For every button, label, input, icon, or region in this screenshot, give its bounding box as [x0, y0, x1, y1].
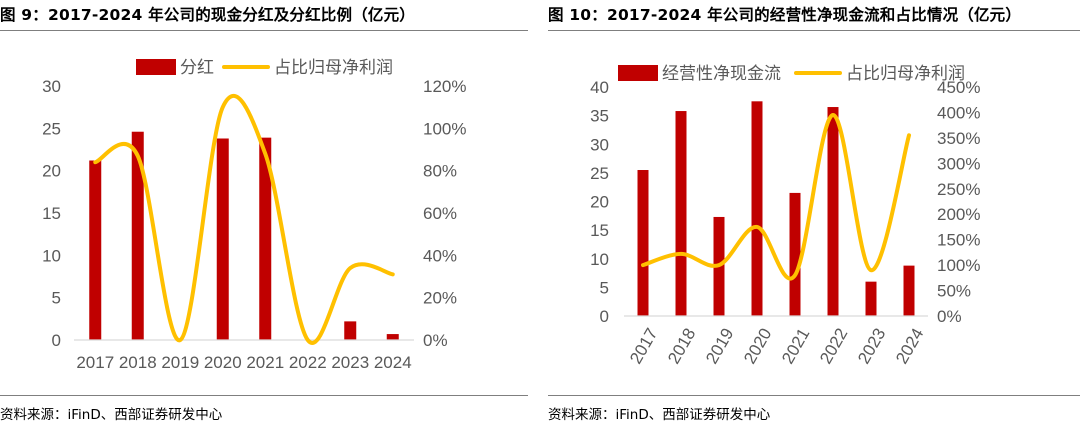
- legend-bar-swatch: [136, 59, 176, 75]
- bar: [637, 170, 649, 316]
- figure-title: 图 10：2017-2024 年公司的经营性净现金流和占比情况（亿元）: [548, 6, 1022, 24]
- x-tick-label: 2023: [331, 353, 369, 372]
- x-tick-label: 2024: [892, 325, 927, 367]
- y-left-tick-label: 20: [590, 193, 609, 212]
- x-tick-label: 2017: [626, 325, 661, 367]
- y-right-tick-label: 100%: [937, 256, 980, 275]
- bar: [865, 281, 877, 316]
- y-right-tick-label: 20%: [423, 289, 457, 308]
- operating-cashflow-chart: 05101520253035400%50%100%150%200%250%300…: [590, 64, 980, 367]
- source-note: 资料来源：iFinD、西部证券研发中心: [548, 407, 771, 423]
- x-tick-label: 2022: [289, 353, 327, 372]
- x-tick-label: 2020: [204, 353, 242, 372]
- x-tick-label: 2019: [161, 353, 199, 372]
- y-left-tick-label: 0: [600, 307, 609, 326]
- legend-bar-swatch: [618, 65, 658, 81]
- x-tick-label: 2020: [740, 325, 775, 367]
- y-right-tick-label: 300%: [937, 154, 980, 173]
- top-rule: [0, 30, 528, 31]
- y-left-tick-label: 10: [42, 246, 61, 265]
- figure-title: 图 9：2017-2024 年公司的现金分红及分红比例（亿元）: [0, 6, 415, 24]
- dividend-chart: 0 5 10 15 20 25 30 0% 20% 40% 60% 80% 100% 120% 2017 20…: [42, 58, 466, 372]
- y-left-tick-label: 15: [590, 221, 609, 240]
- y-left-tick-label: 25: [42, 119, 61, 138]
- legend-line-label: 占比归母净利润: [846, 64, 965, 83]
- x-tick-label: 2021: [246, 353, 284, 372]
- x-tick-label: 2018: [664, 325, 699, 367]
- y-right-tick-label: 100%: [423, 119, 466, 138]
- y-right-tick-label: 200%: [937, 205, 980, 224]
- y-left-tick-label: 30: [590, 135, 609, 154]
- x-tick-label: 2017: [76, 353, 114, 372]
- x-tick-label: 2021: [778, 325, 813, 367]
- bottom-rule: [548, 395, 1080, 396]
- bottom-rule: [0, 395, 528, 396]
- y-left-tick-label: 30: [42, 77, 61, 96]
- top-rule: [548, 30, 1080, 31]
- x-tick-label: 2019: [702, 325, 737, 367]
- bar: [386, 334, 399, 340]
- legend-bar-label: 分红: [180, 58, 214, 77]
- y-right-tick-label: 150%: [937, 231, 980, 250]
- y-right-tick-label: 0%: [423, 331, 448, 350]
- y-left-tick-label: 25: [590, 164, 609, 183]
- bar: [344, 321, 357, 340]
- figure-10-panel: 图 10：2017-2024 年公司的经营性净现金流和占比情况（亿元） 0 5 10…: [548, 0, 1080, 429]
- y-right-tick-label: 0%: [937, 307, 962, 326]
- bar: [903, 265, 915, 316]
- y-right-tick-label: 60%: [423, 204, 457, 223]
- y-left-tick-label: 10: [590, 250, 609, 269]
- y-left-tick-label: 15: [42, 204, 61, 223]
- x-tick-label: 2024: [374, 353, 412, 372]
- bar: [751, 101, 763, 316]
- y-right-tick-label: 80%: [423, 162, 457, 181]
- bar: [789, 192, 801, 316]
- y-left-tick-label: 5: [52, 289, 61, 308]
- legend-line-label: 占比归母净利润: [274, 58, 393, 77]
- y-right-tick-label: 120%: [423, 77, 466, 96]
- x-tick-label: 2018: [119, 353, 157, 372]
- x-tick-label: 2022: [816, 325, 851, 367]
- bar: [675, 111, 687, 316]
- bar: [259, 137, 272, 340]
- bar: [131, 131, 144, 340]
- y-left-tick-label: 5: [600, 278, 609, 297]
- x-tick-label: 2023: [854, 325, 889, 367]
- y-left-tick-label: 20: [42, 162, 61, 181]
- y-left-tick-label: 40: [590, 78, 609, 97]
- figure-9-panel: 图 9：2017-2024 年公司的现金分红及分红比例（亿元） 0 5 10 15 20…: [0, 0, 528, 429]
- y-right-tick-label: 350%: [937, 129, 980, 148]
- y-right-tick-label: 450%: [937, 78, 980, 97]
- bar: [216, 138, 229, 340]
- y-left-tick-label: 0: [52, 331, 61, 350]
- y-right-tick-label: 40%: [423, 246, 457, 265]
- y-right-tick-label: 400%: [937, 103, 980, 122]
- y-right-tick-label: 250%: [937, 180, 980, 199]
- legend-bar-label: 经营性净现金流: [662, 64, 781, 83]
- y-right-tick-label: 50%: [937, 282, 971, 301]
- ratio-line: [93, 93, 395, 345]
- y-left-tick-label: 35: [590, 107, 609, 126]
- source-note: 资料来源：iFinD、西部证券研发中心: [0, 407, 223, 423]
- bar: [827, 107, 839, 316]
- bar: [89, 160, 102, 340]
